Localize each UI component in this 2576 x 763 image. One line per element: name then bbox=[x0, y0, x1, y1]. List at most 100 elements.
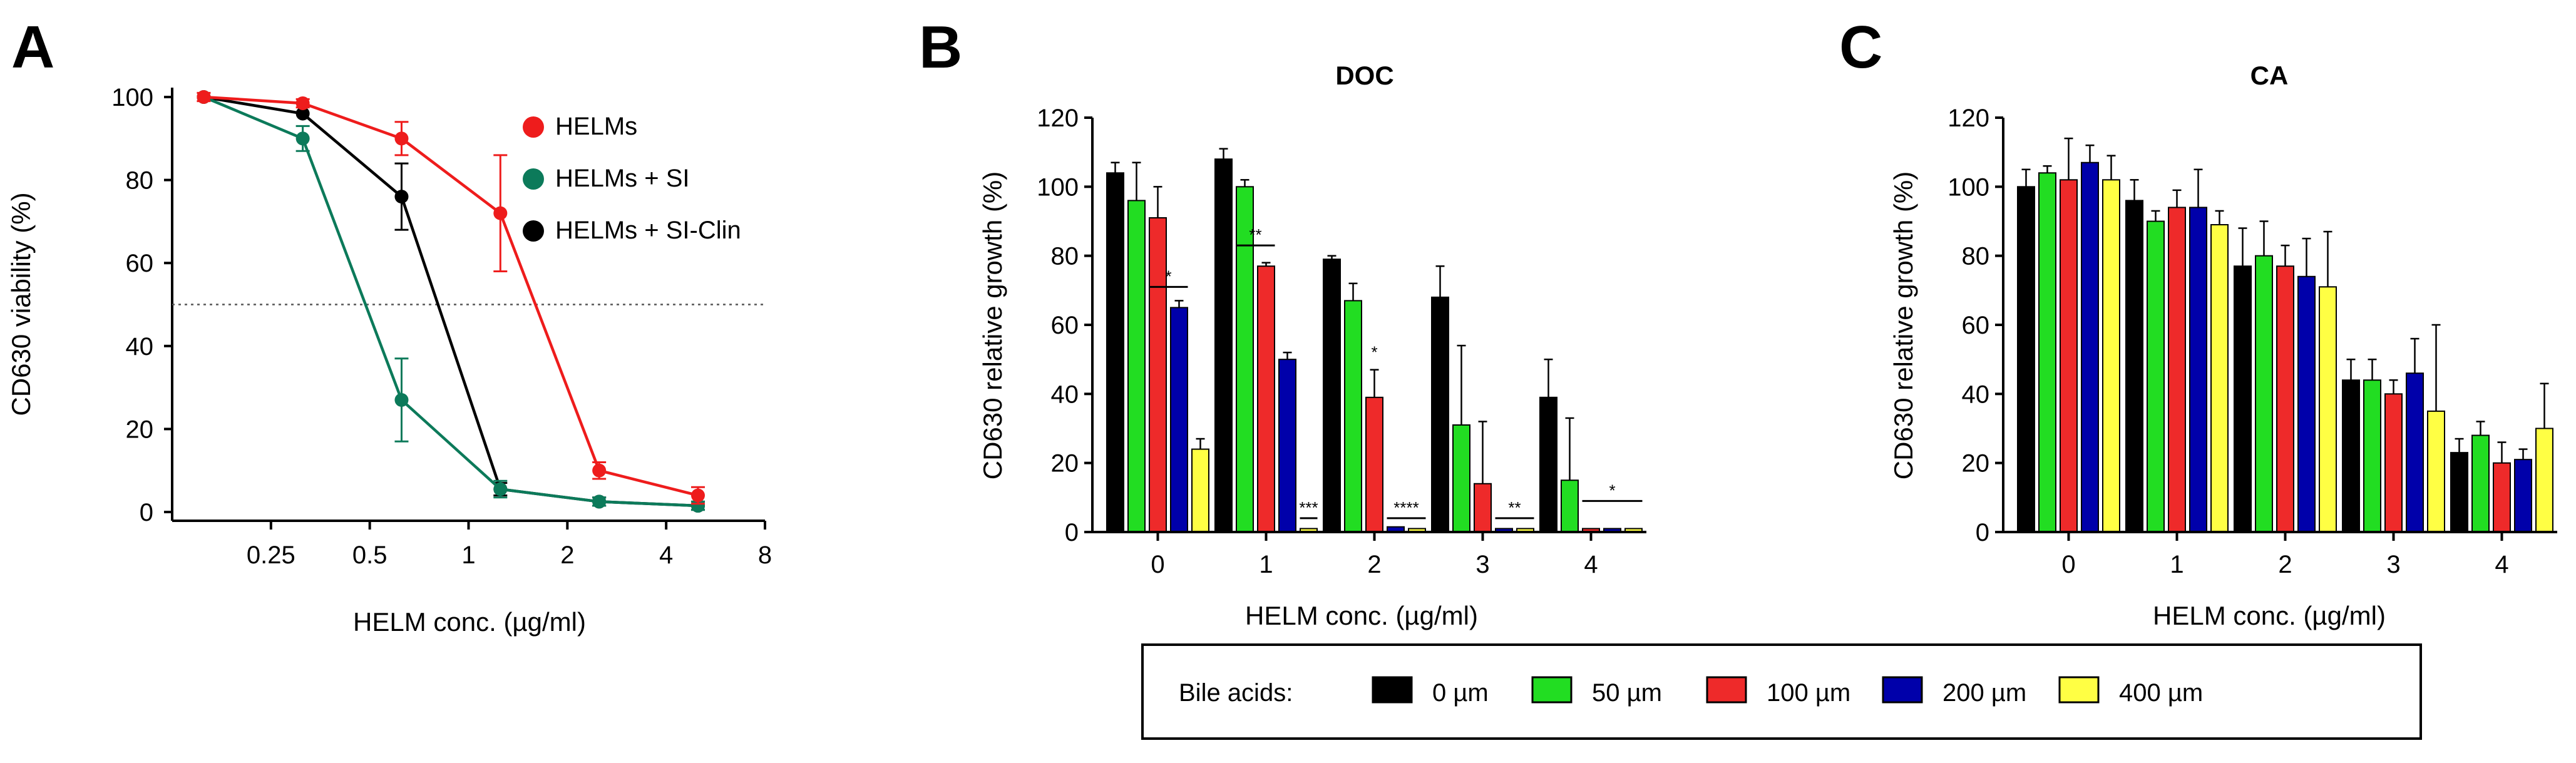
panel-c-bars bbox=[2017, 137, 2553, 533]
panel-a-x-tick-label: 4 bbox=[659, 541, 673, 569]
legend-frame bbox=[1141, 643, 2422, 740]
panel-c-title: CA bbox=[2250, 61, 2289, 90]
data-point bbox=[493, 206, 508, 220]
y-tick-label: 40 bbox=[1962, 381, 1990, 408]
y-tick-label: 80 bbox=[1962, 243, 1990, 270]
x-tick-label: 2 bbox=[1367, 551, 1381, 578]
bar-0-400m bbox=[1191, 448, 1209, 533]
panel-a-line-chart: A 0 20 40 60 80 100 0.25 0.5 1 2 4 8 CD630 viabili… bbox=[6, 14, 772, 637]
bar-3-100m bbox=[1474, 483, 1492, 533]
panel-c-y-ticks: 0 20 40 60 80 100 120 bbox=[1947, 105, 2003, 546]
bar-0-0m bbox=[1106, 172, 1124, 533]
bar-4-50m bbox=[1561, 479, 1579, 533]
x-tick-label: 0 bbox=[1151, 551, 1164, 578]
significance-label: * bbox=[1165, 267, 1171, 285]
panel-b-bars bbox=[1106, 148, 1643, 533]
data-point bbox=[394, 131, 409, 146]
bar-1-100m bbox=[1257, 265, 1275, 533]
significance-label: **** bbox=[1393, 498, 1419, 517]
panel-a-x-tick-label: 8 bbox=[758, 541, 772, 569]
bar-0-200m bbox=[2081, 161, 2099, 533]
significance-label: * bbox=[1371, 343, 1377, 362]
panel-a-series-helms-si bbox=[197, 90, 705, 513]
legend-swatch bbox=[1882, 676, 1923, 704]
legend-item-label: 400 µm bbox=[2119, 679, 2203, 707]
data-point bbox=[197, 90, 211, 104]
bar-0-100m bbox=[2060, 179, 2078, 533]
bar-4-0m bbox=[2450, 452, 2468, 533]
panel-a-y-tick-label: 80 bbox=[126, 167, 154, 195]
y-tick-label: 40 bbox=[1051, 381, 1079, 408]
bile-acids-legend: Bile acids: 0 µm 50 µm 100 µm 200 µm 400 µm bbox=[1141, 643, 2422, 740]
bar-1-100m bbox=[2168, 207, 2186, 533]
bar-1-200m bbox=[2189, 207, 2207, 533]
panel-c-letter: C bbox=[1839, 14, 1882, 81]
panel-a-legend: HELMs HELMs + SI HELMs + SI-Clin bbox=[523, 113, 741, 244]
panel-a-y-label: CD630 viability (%) bbox=[6, 192, 36, 416]
bar-2-50m bbox=[2255, 255, 2273, 533]
panel-a-y-tick-label: 40 bbox=[126, 333, 154, 361]
legend-swatch bbox=[1372, 676, 1413, 704]
panel-a-y-tick-label: 0 bbox=[140, 499, 153, 526]
panel-a-x-label: HELM conc. (µg/ml) bbox=[353, 607, 586, 637]
panel-b-x-label: HELM conc. (µg/ml) bbox=[1245, 601, 1478, 630]
legend-swatch bbox=[1706, 676, 1747, 704]
legend-label: HELMs + SI bbox=[555, 165, 690, 192]
legend-item-label: 50 µm bbox=[1592, 679, 1662, 707]
panel-a-series bbox=[197, 90, 705, 513]
bar-1-0m bbox=[1214, 158, 1233, 533]
panel-a-x-tick-label: 0.5 bbox=[352, 541, 387, 569]
legend-label: HELMs bbox=[555, 113, 637, 140]
data-point bbox=[690, 488, 705, 503]
bar-3-100m bbox=[2384, 393, 2403, 533]
panel-b-letter: B bbox=[919, 14, 962, 81]
bar-1-50m bbox=[2147, 220, 2165, 533]
significance-label: *** bbox=[1299, 498, 1318, 517]
x-tick-label: 4 bbox=[1584, 551, 1598, 578]
data-point bbox=[394, 392, 409, 407]
series-line bbox=[203, 95, 699, 497]
panel-b-x-ticks: 0 1 2 3 4 bbox=[1151, 532, 1598, 578]
panel-c-x-ticks: 0 1 2 3 4 bbox=[2061, 532, 2509, 578]
data-point bbox=[592, 494, 607, 509]
bar-0-0m bbox=[2017, 186, 2035, 533]
y-tick-label: 120 bbox=[1037, 105, 1079, 132]
data-point bbox=[295, 106, 310, 121]
x-tick-label: 4 bbox=[2495, 551, 2508, 578]
y-tick-label: 80 bbox=[1051, 243, 1079, 270]
bar-4-200m bbox=[2514, 459, 2532, 533]
legend-marker bbox=[523, 168, 544, 190]
bar-3-200m bbox=[2406, 372, 2424, 533]
bar-3-0m bbox=[1431, 296, 1449, 533]
y-tick-label: 100 bbox=[1947, 173, 1989, 201]
bar-0-200m bbox=[1170, 307, 1188, 533]
bar-2-0m bbox=[2234, 265, 2252, 533]
bar-3-50m bbox=[2363, 379, 2381, 533]
bar-2-50m bbox=[1344, 300, 1362, 533]
x-tick-label: 1 bbox=[2170, 551, 2183, 578]
x-tick-label: 3 bbox=[2386, 551, 2400, 578]
bar-4-0m bbox=[1539, 396, 1557, 533]
bar-0-100m bbox=[1149, 217, 1167, 533]
legend-item-label: 0 µm bbox=[1432, 679, 1489, 707]
legend-item-label: 100 µm bbox=[1767, 679, 1850, 707]
bar-2-200m bbox=[2297, 275, 2316, 533]
legend-label: HELMs + SI-Clin bbox=[555, 217, 741, 244]
significance-label: * bbox=[1609, 481, 1615, 499]
y-tick-label: 20 bbox=[1962, 450, 1990, 478]
bar-0-50m bbox=[1127, 200, 1146, 533]
legend-marker bbox=[523, 116, 544, 138]
bar-0-400m bbox=[2102, 179, 2120, 533]
significance-label: ** bbox=[1249, 225, 1261, 244]
panel-c-y-label: CD630 relative growth (%) bbox=[1889, 172, 1918, 480]
bar-2-400m bbox=[2319, 286, 2337, 533]
y-tick-label: 100 bbox=[1037, 173, 1079, 201]
y-tick-label: 120 bbox=[1947, 105, 1989, 132]
bar-0-50m bbox=[2038, 172, 2056, 533]
panel-a-series-helms-si-clin bbox=[197, 90, 705, 513]
x-tick-label: 3 bbox=[1475, 551, 1489, 578]
panel-a-y-tick-label: 20 bbox=[126, 416, 154, 443]
y-tick-label: 0 bbox=[1065, 519, 1079, 546]
panel-b-y-ticks: 0 20 40 60 80 100 120 bbox=[1037, 105, 1092, 546]
panel-a-y-tick-label: 100 bbox=[111, 84, 153, 111]
